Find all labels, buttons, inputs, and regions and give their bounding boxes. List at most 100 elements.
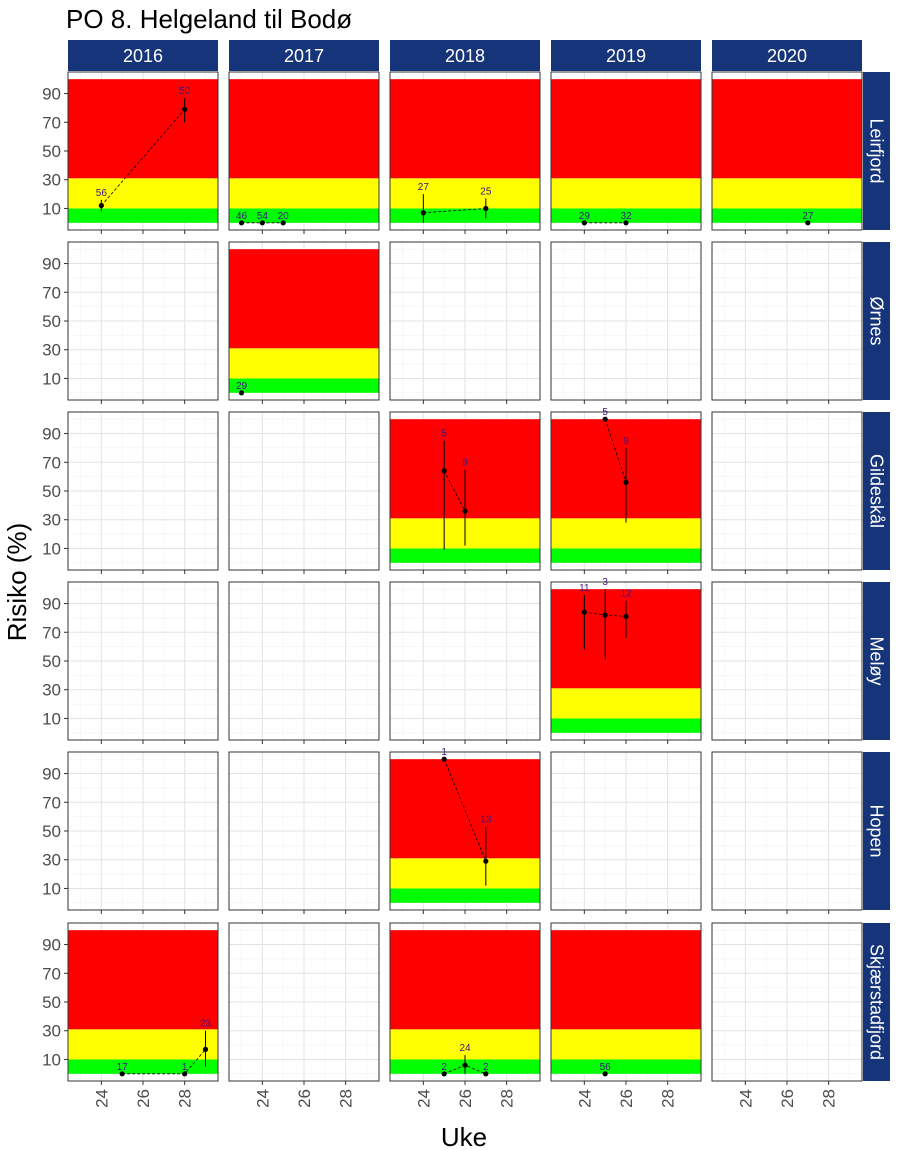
data-label: 25 xyxy=(480,186,492,197)
risk-band xyxy=(68,79,218,179)
location-strip xyxy=(863,752,890,910)
data-point xyxy=(238,390,245,396)
data-point xyxy=(182,1071,188,1077)
risk-band xyxy=(551,79,701,179)
panel xyxy=(711,581,863,744)
year-strip-2016 xyxy=(68,40,218,71)
risk-band xyxy=(390,178,540,209)
series-line xyxy=(604,419,627,483)
year-strip-2019 xyxy=(551,40,701,71)
data-label: 20 xyxy=(278,211,290,222)
y-tick-label: 70 xyxy=(42,793,61,812)
panel: 11 3 12 xyxy=(550,577,702,744)
data-point xyxy=(483,205,489,212)
x-tick-label: 28 xyxy=(659,1089,678,1108)
risk-band xyxy=(390,930,540,1030)
panel: 59 xyxy=(550,407,702,574)
data-label: 2 xyxy=(483,1062,489,1073)
data-point xyxy=(581,609,587,615)
panel xyxy=(550,751,702,914)
risk-band xyxy=(390,208,540,223)
x-axis-title: Uke xyxy=(441,1122,487,1150)
y-tick-label: 90 xyxy=(42,595,61,614)
risk-band xyxy=(551,178,701,209)
panel xyxy=(711,751,863,914)
data-point xyxy=(202,1046,209,1052)
data-label: 1 xyxy=(182,1062,188,1073)
data-label: 9 xyxy=(623,436,629,447)
year-strip-label: 2016 xyxy=(123,46,163,66)
data-point xyxy=(280,220,286,226)
series-line xyxy=(443,470,466,512)
data-label: 32 xyxy=(620,211,632,222)
location-strip-label: Gildeskål xyxy=(867,454,887,528)
risk-band xyxy=(712,208,862,223)
data-label: 8 xyxy=(462,457,468,468)
x-tick-label: 28 xyxy=(498,1089,517,1108)
data-point xyxy=(462,508,468,514)
y-tick-label: 90 xyxy=(42,936,61,955)
risk-band xyxy=(68,1059,218,1074)
data-point xyxy=(483,858,489,864)
y-tick-label: 70 xyxy=(42,453,61,472)
risk-band xyxy=(390,858,540,889)
year-strip-2018 xyxy=(390,40,540,71)
year-strip-label: 2017 xyxy=(284,46,324,66)
panel: 10 30 50 70 90 xyxy=(42,581,219,744)
risk-band xyxy=(390,548,540,563)
data-point xyxy=(462,1062,468,1068)
location-strip xyxy=(863,72,890,230)
data-label: 27 xyxy=(802,211,814,222)
data-label: 17 xyxy=(117,1062,129,1073)
risk-band xyxy=(712,178,862,209)
data-label: 50 xyxy=(179,86,191,97)
data-label: 23 xyxy=(200,1019,212,1030)
y-tick-label: 10 xyxy=(42,709,61,728)
y-axis-title: Risiko (%) xyxy=(2,523,32,641)
panel: 10 30 50 70 90 xyxy=(42,241,219,404)
risk-band xyxy=(229,378,379,393)
risk-band xyxy=(551,930,701,1030)
data-point xyxy=(98,202,104,209)
series-line xyxy=(100,109,186,206)
x-tick-label: 24 xyxy=(414,1089,433,1108)
y-tick-label: 30 xyxy=(42,511,61,530)
data-point xyxy=(420,210,426,216)
y-tick-label: 10 xyxy=(42,1050,61,1069)
panel xyxy=(389,241,541,404)
data-point xyxy=(441,1071,447,1077)
risk-band xyxy=(551,518,701,549)
y-tick-label: 70 xyxy=(42,283,61,302)
y-tick-label: 70 xyxy=(42,964,61,983)
y-tick-label: 90 xyxy=(42,425,61,444)
panel: 27 25 xyxy=(389,71,541,234)
chart-title: PO 8. Helgeland til Bodø xyxy=(66,4,352,34)
y-tick-label: 30 xyxy=(42,341,61,360)
x-tick-label: 24 xyxy=(92,1089,111,1108)
x-tick-label: 28 xyxy=(820,1089,839,1108)
panel xyxy=(711,241,863,404)
data-point xyxy=(623,479,629,485)
y-tick-label: 50 xyxy=(42,822,61,841)
panel: 56 24 26 28 xyxy=(550,922,702,1108)
data-point xyxy=(238,220,245,226)
risk-band xyxy=(229,348,379,379)
y-tick-label: 50 xyxy=(42,482,61,501)
x-tick-label: 26 xyxy=(778,1089,797,1108)
panel: 24 26 28 xyxy=(228,922,380,1108)
location-strip-label: Hopen xyxy=(867,804,887,857)
data-point xyxy=(441,468,447,474)
x-tick-label: 24 xyxy=(253,1089,272,1108)
data-point xyxy=(623,613,629,620)
data-point xyxy=(602,612,608,618)
y-tick-label: 30 xyxy=(42,681,61,700)
location-strip-label: Leirfjord xyxy=(867,118,887,183)
data-label: 2 xyxy=(441,1062,447,1073)
data-point xyxy=(259,220,265,226)
y-tick-label: 50 xyxy=(42,142,61,161)
panel: 58 xyxy=(389,411,541,574)
data-point xyxy=(483,1071,489,1077)
panel: 17 1 23 10 30 50 70 90 24 26 28 xyxy=(42,922,219,1108)
